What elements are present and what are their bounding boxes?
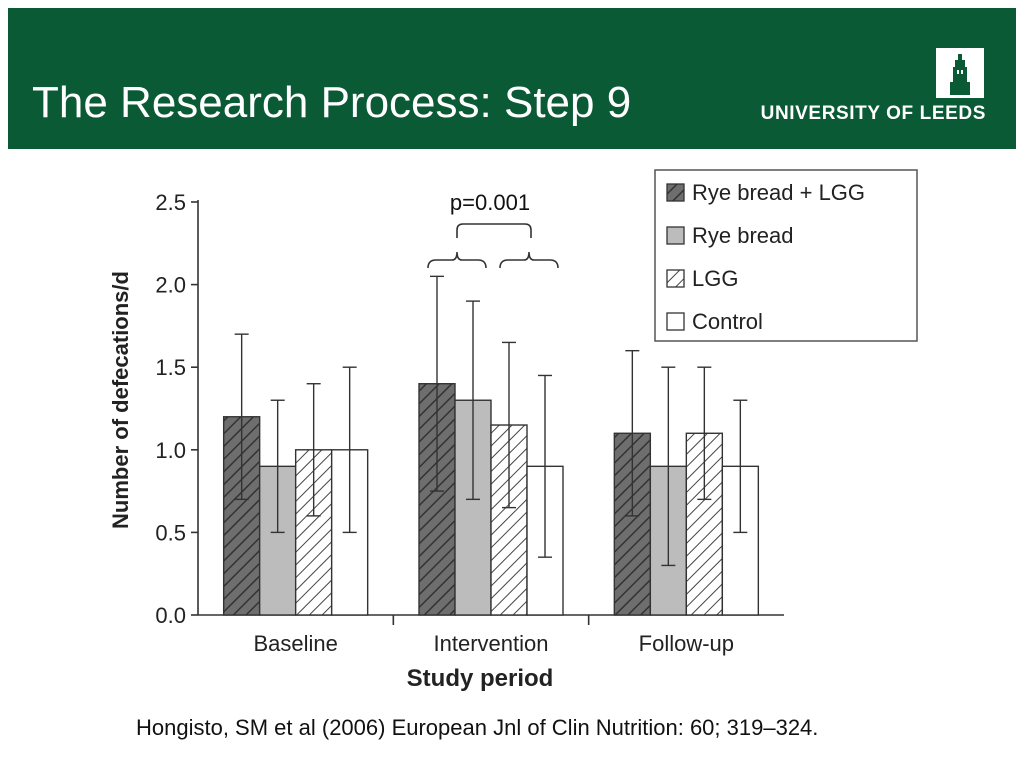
legend-box <box>654 169 918 342</box>
legend: Rye bread + LGG Rye bread LGG Control <box>654 169 918 342</box>
significance-annotation: p=0.001 <box>427 190 559 269</box>
p-value-label: p=0.001 <box>450 190 530 215</box>
legend-label: Rye bread + LGG <box>692 180 865 205</box>
bars <box>222 383 760 616</box>
bracket-top <box>456 223 532 238</box>
bracket-left <box>427 251 487 269</box>
legend-label: LGG <box>692 266 738 291</box>
legend-swatch <box>666 312 685 331</box>
x-tick-label: Intervention <box>434 631 549 656</box>
university-logo-text: UNIVERSITY OF LEEDS <box>760 103 986 124</box>
y-tick-label: 0.5 <box>155 520 186 545</box>
header-banner <box>8 8 1016 149</box>
y-tick-label: 1.5 <box>155 355 186 380</box>
bar-chart: 0.0 0.5 1.0 1.5 2.0 2.5 Baseline Intervention Fo… <box>108 169 918 692</box>
axes: 0.0 0.5 1.0 1.5 2.0 2.5 Baseline Intervention Fo… <box>155 190 784 656</box>
legend-label: Control <box>692 309 763 334</box>
y-tick-label: 2.5 <box>155 190 186 215</box>
y-tick-label: 1.0 <box>155 438 186 463</box>
university-tower-icon <box>936 48 984 98</box>
legend-label: Rye bread <box>692 223 794 248</box>
y-tick-label: 2.0 <box>155 273 186 298</box>
x-tick-label: Baseline <box>253 631 337 656</box>
bracket-right <box>499 251 559 269</box>
y-axis-title: Number of defecations/d <box>108 271 133 529</box>
x-tick-label: Follow-up <box>639 631 734 656</box>
bar <box>258 465 297 616</box>
x-axis-title: Study period <box>407 665 554 692</box>
y-tick-label: 0.0 <box>155 603 186 628</box>
legend-swatch <box>666 226 685 245</box>
legend-swatch <box>666 269 685 288</box>
error-bars <box>234 275 748 567</box>
citation: Hongisto, SM et al (2006) European Jnl o… <box>136 715 819 740</box>
legend-swatch <box>666 183 685 202</box>
slide-title: The Research Process: Step 9 <box>32 78 632 127</box>
